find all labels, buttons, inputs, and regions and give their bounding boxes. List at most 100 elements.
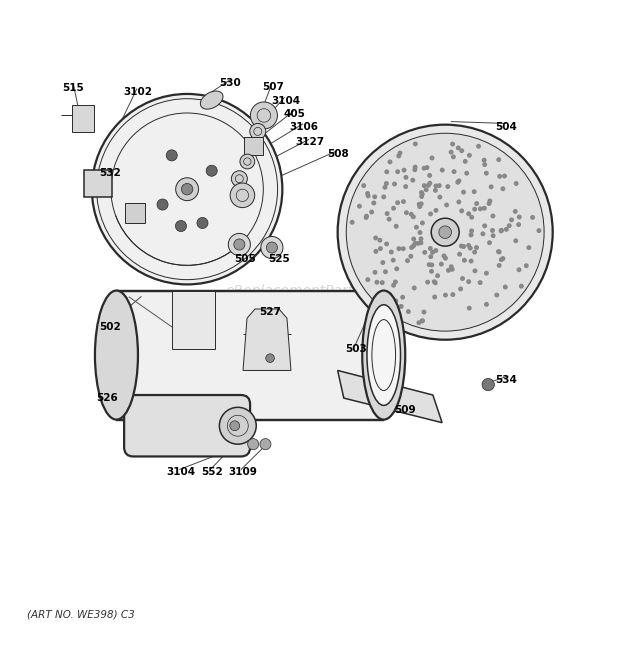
Text: 405: 405 (284, 109, 306, 119)
FancyBboxPatch shape (244, 137, 263, 155)
Circle shape (439, 262, 444, 266)
Circle shape (384, 211, 389, 216)
Circle shape (490, 228, 495, 233)
Circle shape (478, 206, 483, 212)
Text: 502: 502 (99, 322, 121, 332)
Circle shape (467, 153, 472, 158)
Circle shape (418, 241, 423, 245)
Circle shape (500, 256, 505, 261)
Circle shape (516, 267, 521, 272)
Circle shape (413, 141, 418, 146)
Circle shape (432, 279, 436, 284)
Circle shape (410, 178, 415, 182)
Circle shape (430, 262, 434, 267)
Text: (ART NO. WE398) C3: (ART NO. WE398) C3 (27, 609, 135, 619)
Circle shape (389, 250, 394, 254)
Circle shape (406, 309, 411, 314)
Circle shape (417, 321, 422, 325)
Ellipse shape (367, 305, 401, 405)
Circle shape (536, 228, 541, 233)
Circle shape (489, 184, 494, 189)
Circle shape (413, 165, 418, 170)
Text: 509: 509 (394, 405, 416, 415)
Circle shape (507, 223, 511, 228)
Circle shape (346, 134, 544, 331)
Circle shape (526, 245, 531, 250)
Circle shape (467, 246, 472, 251)
Circle shape (441, 253, 446, 258)
Circle shape (464, 171, 469, 176)
Circle shape (433, 188, 438, 193)
Circle shape (461, 190, 466, 194)
Circle shape (417, 204, 422, 209)
Circle shape (425, 280, 430, 285)
Circle shape (393, 298, 398, 303)
Circle shape (423, 187, 428, 192)
Circle shape (364, 215, 369, 220)
Circle shape (502, 174, 507, 178)
Circle shape (462, 258, 467, 262)
Circle shape (413, 241, 418, 246)
Circle shape (378, 246, 383, 251)
Circle shape (415, 241, 420, 246)
Circle shape (366, 194, 371, 198)
Circle shape (457, 252, 462, 256)
Circle shape (497, 249, 502, 254)
Circle shape (504, 227, 509, 232)
Circle shape (435, 273, 440, 278)
Circle shape (497, 263, 502, 268)
Circle shape (480, 231, 485, 236)
Circle shape (472, 268, 477, 273)
Circle shape (399, 304, 404, 309)
Text: 3106: 3106 (290, 122, 318, 132)
FancyBboxPatch shape (71, 105, 94, 132)
Circle shape (384, 241, 389, 247)
Circle shape (373, 270, 378, 275)
Circle shape (261, 237, 283, 258)
Ellipse shape (200, 91, 223, 109)
Circle shape (514, 181, 518, 186)
Circle shape (394, 266, 399, 271)
Circle shape (433, 208, 438, 213)
Circle shape (397, 151, 402, 155)
Circle shape (482, 158, 487, 163)
Text: 507: 507 (262, 81, 284, 92)
Text: 3127: 3127 (296, 137, 324, 147)
Circle shape (230, 421, 240, 431)
Circle shape (499, 228, 504, 233)
Circle shape (228, 233, 250, 256)
Circle shape (433, 280, 438, 286)
Circle shape (427, 180, 432, 186)
Circle shape (411, 243, 416, 249)
Circle shape (445, 184, 450, 189)
Circle shape (267, 242, 277, 253)
Circle shape (500, 186, 505, 191)
Circle shape (402, 168, 407, 173)
Circle shape (166, 150, 177, 161)
Circle shape (428, 254, 433, 259)
Circle shape (466, 279, 471, 284)
Circle shape (400, 295, 405, 299)
Circle shape (388, 292, 392, 297)
Text: 530: 530 (219, 78, 241, 88)
Circle shape (482, 206, 487, 211)
Circle shape (484, 271, 489, 276)
Circle shape (450, 267, 454, 272)
Circle shape (490, 214, 495, 218)
Circle shape (446, 268, 451, 273)
Bar (117, 291, 384, 420)
Circle shape (466, 243, 471, 248)
Circle shape (395, 200, 400, 205)
Polygon shape (243, 309, 291, 370)
Circle shape (414, 225, 419, 230)
Ellipse shape (95, 291, 138, 420)
Circle shape (418, 237, 423, 241)
Circle shape (373, 249, 378, 254)
Text: 508: 508 (327, 149, 348, 159)
Circle shape (456, 178, 461, 183)
Circle shape (404, 210, 409, 215)
Circle shape (438, 194, 442, 200)
Circle shape (451, 155, 456, 159)
Circle shape (458, 286, 463, 292)
FancyBboxPatch shape (124, 395, 250, 457)
